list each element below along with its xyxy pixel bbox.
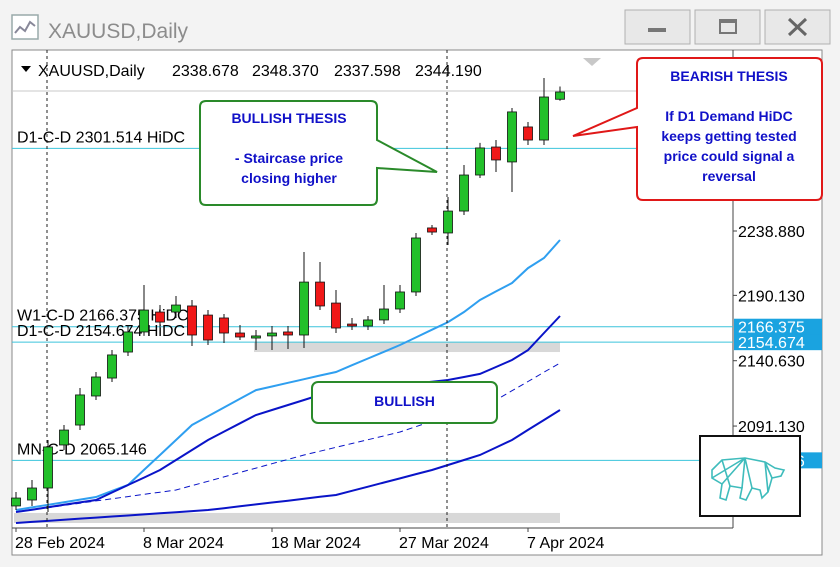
shift-marker xyxy=(583,58,601,66)
candle-body xyxy=(219,317,229,334)
candle-body xyxy=(91,376,101,397)
candle-body xyxy=(11,497,21,507)
candle-body xyxy=(507,111,517,163)
candle-body xyxy=(75,394,85,426)
candle-body xyxy=(107,354,117,379)
header-value: 2338.678 xyxy=(172,63,239,80)
minimize-button[interactable] xyxy=(624,9,691,45)
callout-text: BULLISH xyxy=(374,393,435,409)
callout-title: BULLISH THESIS xyxy=(231,110,347,126)
zone xyxy=(14,512,560,523)
candle-body xyxy=(315,281,325,307)
candles xyxy=(11,77,565,513)
callout-title: BEARISH THESIS xyxy=(670,68,788,84)
candle-body xyxy=(491,146,501,161)
candle-body xyxy=(187,305,197,336)
candle-body xyxy=(379,308,389,321)
zone xyxy=(254,342,560,353)
header-arrow xyxy=(21,66,31,72)
x-tick-label: 8 Mar 2024 xyxy=(143,535,224,552)
candle-body xyxy=(347,323,357,327)
x-tick-label: 27 Mar 2024 xyxy=(399,535,489,552)
candle-body xyxy=(139,309,149,333)
candle-body xyxy=(539,96,549,141)
callout-body: If D1 Demand HiDC keeps getting tested p… xyxy=(661,108,797,184)
candle-body xyxy=(267,332,277,337)
header-value: 2337.598 xyxy=(334,63,401,80)
candle-body xyxy=(459,174,469,212)
candle-body xyxy=(171,304,181,313)
zones xyxy=(14,342,560,523)
header-value: 2344.190 xyxy=(415,63,482,80)
level-tag xyxy=(734,334,822,351)
moving-averages xyxy=(15,239,561,524)
moving-average xyxy=(15,315,561,513)
callout-text: BULLISH THESIS - Staircase price closing… xyxy=(231,110,347,186)
callout-title: BULLISH xyxy=(374,393,435,409)
header-ohlc: 2338.678 2348.370 2337.598 2344.190 xyxy=(172,63,482,80)
y-tick-label: 2238.880 xyxy=(738,224,805,241)
candle-body xyxy=(331,302,341,329)
moving-average xyxy=(15,409,561,524)
close-button[interactable] xyxy=(764,9,831,45)
candle-body xyxy=(235,332,245,338)
level-tag-label: 2166.375 xyxy=(738,320,805,337)
candle-body xyxy=(427,227,437,233)
bearish-thesis-callout: BEARISH THESIS If D1 Demand HiDC keeps g… xyxy=(572,57,823,201)
candle-body xyxy=(43,446,53,489)
level-tag xyxy=(734,318,822,335)
restore-button[interactable] xyxy=(694,9,761,45)
candle-body xyxy=(363,319,373,327)
candle-body xyxy=(283,331,293,336)
candle-body xyxy=(299,281,309,336)
callout-body: - Staircase price closing higher xyxy=(234,150,344,186)
candle-body xyxy=(555,91,565,100)
y-tick-label: 2190.130 xyxy=(738,288,805,305)
header-value: 2348.370 xyxy=(252,63,319,80)
candle-body xyxy=(475,147,485,176)
bullish-thesis-callout: BULLISH THESIS - Staircase price closing… xyxy=(199,100,438,206)
x-tick-label: 7 Apr 2024 xyxy=(527,535,605,552)
callout-text: BEARISH THESIS If D1 Demand HiDC keeps g… xyxy=(661,68,797,184)
level-label: MN-C-D 2065.146 xyxy=(17,441,147,458)
bullish-callout: BULLISH xyxy=(311,381,498,424)
candle-body xyxy=(27,487,37,501)
window-icon xyxy=(11,14,39,40)
x-tick-label: 28 Feb 2024 xyxy=(15,535,105,552)
y-tick-label: 2140.630 xyxy=(738,354,805,371)
x-tick-label: 18 Mar 2024 xyxy=(271,535,361,552)
candle-body xyxy=(251,335,261,339)
window-title: XAUUSD,Daily xyxy=(48,20,189,43)
bear-logo xyxy=(699,435,801,517)
header-symbol: XAUUSD,Daily xyxy=(38,63,145,80)
level-label: D1-C-D 2301.514 HiDC xyxy=(17,129,185,146)
candle-body xyxy=(523,126,533,141)
moving-average xyxy=(15,239,561,511)
candle-body xyxy=(395,291,405,310)
candle-body xyxy=(411,237,421,293)
candle-body xyxy=(155,311,165,323)
candle-body xyxy=(443,210,453,234)
candle-body xyxy=(123,331,133,353)
candle-body xyxy=(203,314,213,341)
y-tick-label: 2091.130 xyxy=(738,419,805,436)
level-tag-label: 2154.674 xyxy=(738,335,805,352)
moving-average xyxy=(15,362,561,513)
candle-body xyxy=(59,429,69,446)
